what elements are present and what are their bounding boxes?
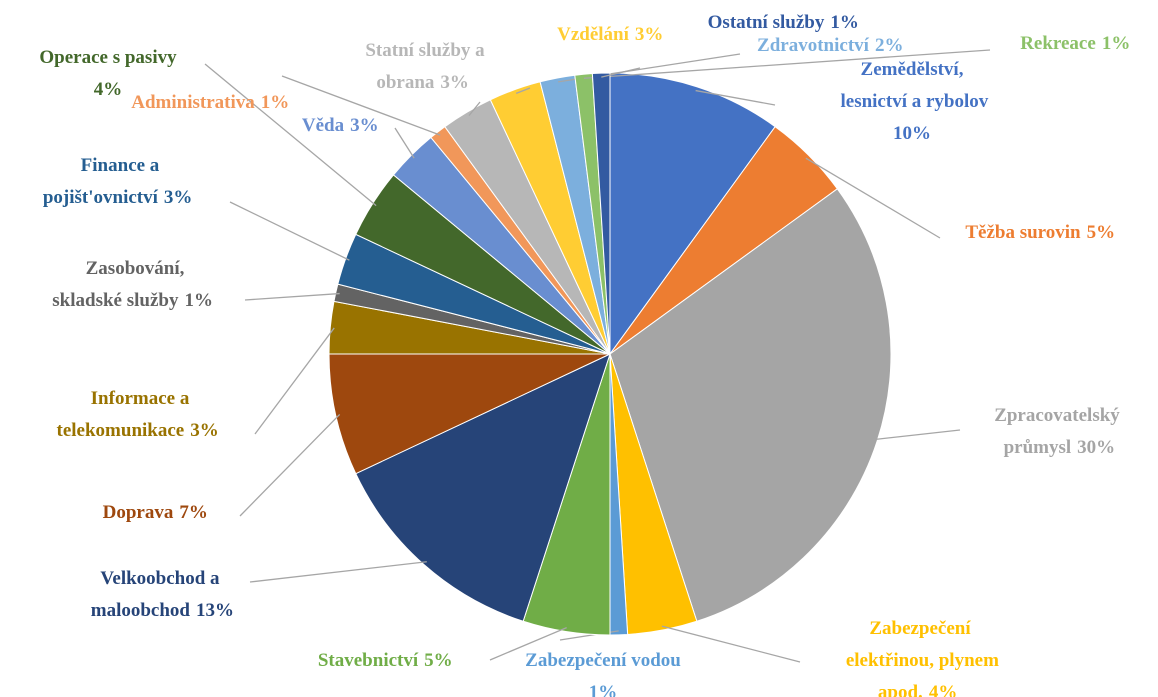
- pie-slice: [609, 72, 776, 356]
- leader-line: [661, 625, 801, 663]
- pie-slice: [355, 353, 611, 622]
- value-label: 3%: [635, 24, 664, 45]
- value-label: 1%: [830, 12, 859, 33]
- value-label: 5%: [424, 650, 453, 671]
- slice-label: Finance a pojišt'ovnictví: [38, 155, 160, 208]
- slice-label: Těžba surovin: [965, 222, 1081, 243]
- slice-label: Vzdělání: [557, 24, 630, 45]
- pie-slice: [591, 72, 611, 355]
- value-label: 4%: [929, 682, 958, 697]
- leader-line: [873, 429, 961, 441]
- value-label: 1%: [1102, 33, 1131, 54]
- leader-line: [394, 127, 415, 159]
- leader-line: [583, 49, 991, 79]
- value-label: 1%: [589, 682, 618, 697]
- slice-label: Zasobování, skladské služby: [48, 258, 185, 311]
- leader-line: [204, 63, 377, 207]
- value-label: 10%: [893, 123, 931, 144]
- value-label: 1%: [261, 92, 290, 113]
- leader-line: [805, 157, 941, 239]
- value-label: 3%: [164, 187, 193, 208]
- slice-label: Zemědělství, lesnictví a rybolov: [836, 59, 989, 112]
- value-label: 4%: [94, 79, 123, 100]
- value-label: 13%: [196, 600, 234, 621]
- leader-line: [695, 89, 776, 106]
- slice-label: Informace a telekomunikace: [52, 388, 190, 441]
- pie-slice: [328, 353, 611, 475]
- slice-label: Operace s pasivy: [39, 47, 177, 68]
- value-label: 5%: [1087, 222, 1116, 243]
- leader-line: [601, 67, 641, 78]
- value-label: 3%: [190, 420, 219, 441]
- leader-line: [229, 201, 350, 261]
- value-label: 3%: [440, 72, 469, 93]
- slice-label: Statní služby a obrana: [365, 40, 485, 93]
- slice-label: Administrativa: [131, 92, 255, 113]
- value-label: 3%: [350, 115, 379, 136]
- slice-label: Věda: [302, 115, 345, 136]
- slice-label: Velkoobchod a maloobchod: [86, 568, 220, 621]
- leader-line: [468, 101, 481, 116]
- slice-label: Zdravotnictví: [757, 35, 870, 56]
- value-label: 1%: [184, 290, 213, 311]
- leader-line: [515, 87, 531, 94]
- slice-label: Doprava: [103, 502, 174, 523]
- leader-line: [254, 327, 335, 435]
- slice-label: Stavebnictví: [318, 650, 419, 671]
- pie-slice: [609, 188, 892, 622]
- leader-line: [244, 292, 340, 301]
- slice-label: Zabezpečení elektřinou, plynem apod.: [841, 618, 999, 697]
- value-label: 2%: [875, 35, 904, 56]
- slice-label: Zabezpečení vodou: [525, 650, 681, 671]
- leader-line: [249, 561, 427, 583]
- slice-label: Ostatní služby: [708, 12, 825, 33]
- leader-line: [239, 413, 341, 517]
- slice-label: Rekreace: [1020, 33, 1096, 54]
- value-label: 7%: [179, 502, 208, 523]
- value-label: 30%: [1077, 437, 1115, 458]
- leader-line: [489, 626, 567, 661]
- slice-label: Zpracovatelský průmysl: [994, 405, 1120, 458]
- leader-line: [281, 75, 441, 136]
